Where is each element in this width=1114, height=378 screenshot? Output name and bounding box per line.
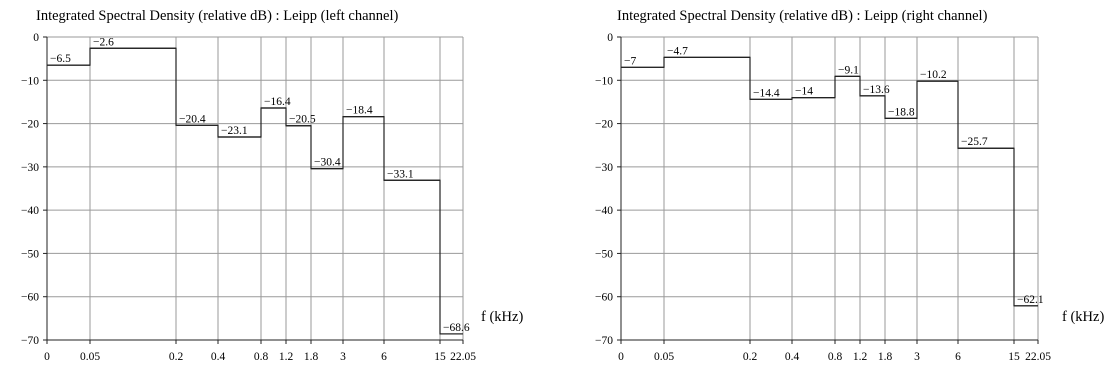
y-tick-label: −30 — [595, 162, 613, 174]
x-tick-label: 6 — [955, 351, 961, 363]
x-tick-label: 22.05 — [1025, 351, 1051, 363]
band-value-label: −25.7 — [961, 136, 988, 148]
y-tick-label: −40 — [21, 205, 39, 217]
band-value-label: −7 — [624, 55, 636, 67]
band-value-label: −68.6 — [443, 322, 470, 334]
step-series-right — [621, 56, 1038, 307]
y-tick-label: −10 — [21, 75, 39, 87]
x-tick-label: 0.05 — [654, 351, 674, 363]
band-value-label: −10.2 — [920, 69, 947, 81]
chart-title-right: Integrated Spectral Density (relative dB… — [617, 8, 988, 24]
band-value-label: −13.6 — [863, 84, 890, 96]
band-value-label: −9.1 — [838, 64, 859, 76]
band-value-label: −20.4 — [179, 113, 206, 125]
y-tick-label: −40 — [595, 205, 613, 217]
x-tick-label: 0 — [618, 351, 624, 363]
x-tick-label: 0.2 — [169, 351, 184, 363]
band-value-label: −23.1 — [221, 125, 248, 137]
x-axis-label-right: f (kHz) — [1062, 309, 1104, 325]
x-tick-label: 15 — [434, 351, 446, 363]
band-value-label: −33.1 — [387, 168, 414, 180]
band-value-label: −30.4 — [314, 157, 341, 169]
band-value-label: −18.8 — [888, 106, 915, 118]
step-series-left — [47, 47, 463, 335]
y-tick-label: −50 — [595, 248, 613, 260]
band-value-label: −18.4 — [346, 105, 373, 117]
y-tick-label: −50 — [21, 248, 39, 260]
x-tick-label: 0.4 — [211, 351, 226, 363]
y-tick-label: −30 — [21, 162, 39, 174]
x-tick-label: 1.2 — [279, 351, 294, 363]
x-tick-label: 1.8 — [878, 351, 893, 363]
x-tick-label: 0.8 — [828, 351, 843, 363]
right-channel-chart: Integrated Spectral Density (relative dB… — [595, 8, 1104, 363]
chart-title-left: Integrated Spectral Density (relative dB… — [36, 8, 399, 24]
y-tick-label: −60 — [595, 292, 613, 304]
band-value-label: −14 — [795, 86, 813, 98]
x-tick-label: 22.05 — [450, 351, 476, 363]
y-tick-label: −70 — [595, 335, 613, 347]
y-tick-label: −20 — [21, 119, 39, 131]
y-tick-label: 0 — [607, 32, 613, 44]
band-value-label: −2.6 — [93, 36, 114, 48]
band-value-label: −20.5 — [289, 114, 316, 126]
x-tick-label: 0.2 — [743, 351, 758, 363]
band-value-label: −4.7 — [667, 45, 688, 57]
y-tick-label: −60 — [21, 292, 39, 304]
left-channel-chart: Integrated Spectral Density (relative dB… — [21, 8, 523, 363]
band-value-label: −14.4 — [753, 87, 780, 99]
x-tick-label: 15 — [1008, 351, 1020, 363]
x-tick-label: 0 — [44, 351, 50, 363]
x-axis-label-left: f (kHz) — [481, 309, 523, 325]
x-tick-label: 0.8 — [254, 351, 269, 363]
x-tick-label: 1.2 — [853, 351, 868, 363]
x-tick-label: 0.05 — [80, 351, 100, 363]
y-tick-label: −10 — [595, 75, 613, 87]
x-tick-label: 3 — [914, 351, 920, 363]
band-value-label: −62.1 — [1017, 294, 1044, 306]
band-value-label: −6.5 — [50, 53, 71, 65]
x-tick-label: 1.8 — [304, 351, 319, 363]
y-tick-label: 0 — [33, 32, 39, 44]
y-tick-label: −70 — [21, 335, 39, 347]
x-tick-label: 3 — [340, 351, 346, 363]
band-value-label: −16.4 — [264, 96, 291, 108]
x-tick-label: 6 — [381, 351, 387, 363]
y-tick-label: −20 — [595, 119, 613, 131]
x-tick-label: 0.4 — [785, 351, 800, 363]
